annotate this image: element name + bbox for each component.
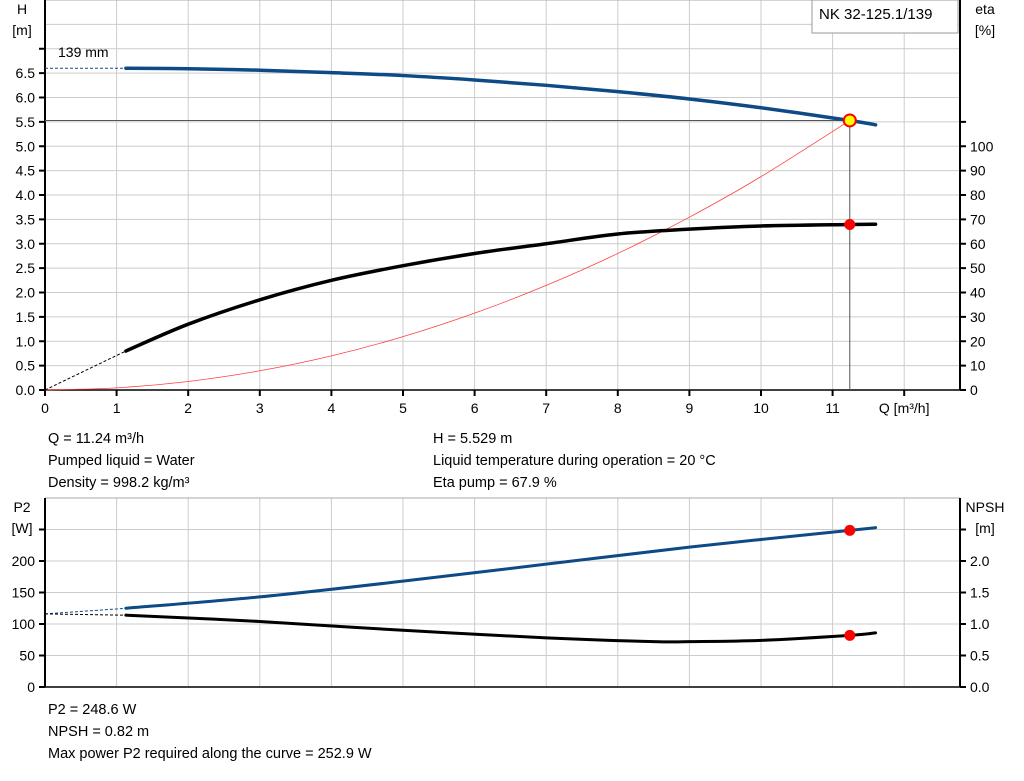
title-box xyxy=(811,0,959,34)
info-max-power: Max power P2 required along the curve = … xyxy=(48,746,372,762)
p2-left-tick-label: 100 xyxy=(12,616,36,632)
x-tick-label: 5 xyxy=(399,400,407,416)
x-axis-title: Q [m³/h] xyxy=(879,400,930,416)
eta-curve xyxy=(124,222,878,353)
qh-right-tick-label: 70 xyxy=(970,211,986,227)
p2-right-tick-label: 1.5 xyxy=(970,585,990,601)
x-tick-label: 10 xyxy=(753,400,769,416)
qh-left-tick-label: 5.5 xyxy=(16,114,36,130)
x-tick-label: 3 xyxy=(256,400,264,416)
p2-right-tick-label: 1.0 xyxy=(970,616,990,632)
qh-left-tick-label: 2.0 xyxy=(16,285,36,301)
qh-right-tick-label: 10 xyxy=(970,358,986,374)
duty-point-p2-marker xyxy=(844,524,856,536)
x-tick-label: 11 xyxy=(825,400,840,416)
p2-left-axis-unit: [W] xyxy=(12,520,33,536)
p2-curve xyxy=(124,526,878,610)
x-tick-label: 0 xyxy=(41,400,49,416)
qh-left-tick-label: 4.5 xyxy=(16,163,36,179)
qh-left-tick-label: 6.5 xyxy=(16,65,36,81)
p2-right-tick-label: 0.0 xyxy=(970,679,990,695)
x-tick-label: 9 xyxy=(686,400,694,416)
qh-right-tick-label: 20 xyxy=(970,333,986,349)
qh-right-tick-label: 100 xyxy=(970,138,994,154)
qh-right-tick-label: 30 xyxy=(970,309,986,325)
x-tick-label: 6 xyxy=(471,400,479,416)
qh-left-tick-label: 0.0 xyxy=(16,382,36,398)
qh-right-tick-label: 90 xyxy=(970,163,986,179)
p2-right-axis-title: NPSH xyxy=(966,499,1005,515)
p2-left-tick-label: 0 xyxy=(27,679,35,695)
qh-right-axis-title: eta xyxy=(975,1,995,17)
qh-left-axis-unit: [m] xyxy=(12,22,31,38)
duty-point-head-marker xyxy=(842,113,857,128)
qh-left-tick-label: 2.5 xyxy=(16,260,36,276)
system-curve xyxy=(44,120,851,391)
impeller-diameter-label: 139 mm xyxy=(58,44,109,60)
p2-extension xyxy=(44,607,126,615)
qh-right-tick-label: 0 xyxy=(970,382,978,398)
qh-left-tick-label: 5.0 xyxy=(16,138,36,154)
x-tick-label: 2 xyxy=(184,400,192,416)
p2-right-tick-label: 0.5 xyxy=(970,648,990,664)
info-density: Density = 998.2 kg/m³ xyxy=(48,475,190,491)
qh-left-tick-label: 4.0 xyxy=(16,187,36,203)
duty-point-npsh-marker xyxy=(844,629,856,641)
info-temperature: Liquid temperature during operation = 20… xyxy=(433,453,716,469)
p2-left-axis-title: P2 xyxy=(13,499,30,515)
qh-right-tick-label: 60 xyxy=(970,236,986,252)
qh-right-axis-unit: [%] xyxy=(975,22,995,38)
x-tick-label: 8 xyxy=(614,400,622,416)
x-tick-label: 1 xyxy=(113,400,121,416)
info-npsh: NPSH = 0.82 m xyxy=(48,724,150,740)
qh-left-tick-label: 1.5 xyxy=(16,309,36,325)
qh-left-tick-label: 1.0 xyxy=(16,333,36,349)
info-p2: P2 = 248.6 W xyxy=(48,702,137,718)
duty-point-eta-marker xyxy=(844,218,856,230)
info-eta: Eta pump = 67.9 % xyxy=(433,475,557,491)
npsh-curve xyxy=(124,613,878,644)
qh-left-tick-label: 3.0 xyxy=(16,236,36,252)
head-curve xyxy=(124,66,878,127)
qh-left-tick-label: 3.5 xyxy=(16,211,36,227)
qh-right-tick-label: 80 xyxy=(970,187,986,203)
qh-left-tick-label: 0.5 xyxy=(16,358,36,374)
x-tick-label: 4 xyxy=(328,400,336,416)
qh-right-tick-label: 40 xyxy=(970,285,986,301)
p2-left-tick-label: 50 xyxy=(19,648,35,664)
qh-right-tick-label: 50 xyxy=(970,260,986,276)
npsh-extension xyxy=(44,613,126,616)
info-liquid: Pumped liquid = Water xyxy=(48,453,195,469)
x-tick-label: 7 xyxy=(542,400,550,416)
qh-left-tick-label: 6.0 xyxy=(16,90,36,106)
eta-extension xyxy=(44,350,127,391)
p2-right-axis-unit: [m] xyxy=(975,520,994,536)
p2-left-tick-label: 200 xyxy=(12,553,36,569)
qh-left-axis-title: H xyxy=(17,1,27,17)
pump-model-title: NK 32-125.1/139 xyxy=(819,6,932,23)
info-q: Q = 11.24 m³/h xyxy=(48,431,145,447)
p2-left-tick-label: 150 xyxy=(12,585,36,601)
info-h: H = 5.529 m xyxy=(433,431,513,447)
p2-right-tick-label: 2.0 xyxy=(970,553,990,569)
